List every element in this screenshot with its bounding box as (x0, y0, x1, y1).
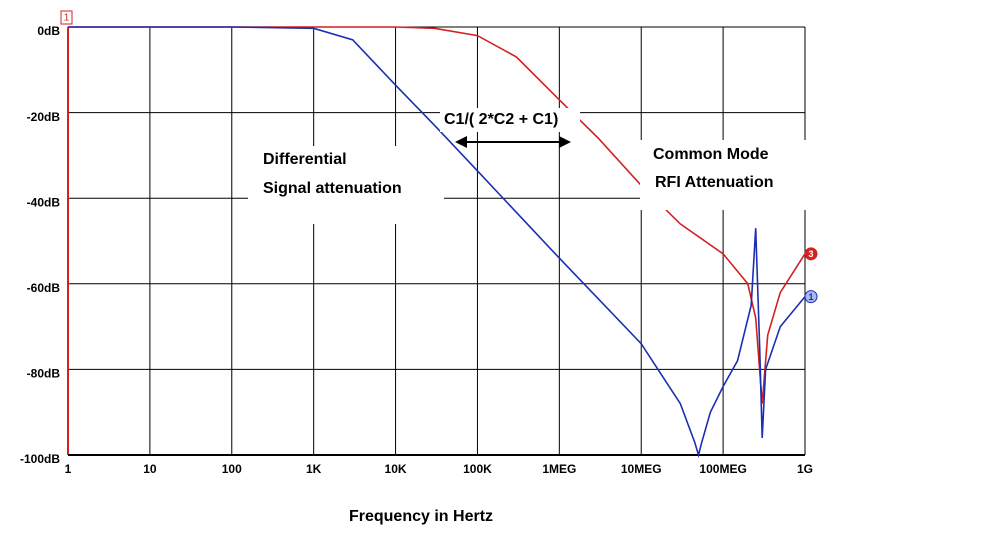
x-tick-label: 1MEG (542, 462, 576, 476)
x-tick-label: 10MEG (621, 462, 662, 476)
annotation-bg (640, 140, 806, 210)
annotation-bg (440, 108, 580, 132)
x-tick-label: 10 (143, 462, 157, 476)
y-tick-label: -20dB (27, 110, 61, 124)
x-tick-label: 100K (463, 462, 492, 476)
x-axis-label: Frequency in Hertz (349, 508, 493, 525)
y-tick-label: -60dB (27, 281, 61, 295)
x-tick-label: 1K (306, 462, 322, 476)
x-tick-label: 1 (65, 462, 72, 476)
y-tick-label: -100dB (20, 452, 60, 466)
lines: 31 (68, 26, 818, 458)
legend-label: 3 (808, 249, 813, 259)
grid: 0dB -20dB -40dB -60dB -80dB -100dB 1 10 100 1K 10K… (20, 24, 813, 476)
start-marker-box (60, 10, 73, 25)
x-tick-label: 100 (222, 462, 242, 476)
y-tick-label: -80dB (27, 367, 61, 381)
annotation: Signal attenuation (263, 180, 402, 197)
series-end-marker (804, 247, 818, 261)
annotation: Differential (263, 151, 347, 168)
annotations: C1/( 2*C2 + C1) Differential Signal atte… (248, 108, 806, 224)
annotation: RFI Attenuation (655, 174, 774, 191)
legend-label: 1 (808, 292, 813, 302)
annotation: Common Mode (653, 146, 769, 163)
x-tick-label: 1G (797, 462, 813, 476)
start-marker: 1 (64, 13, 70, 24)
y-tick-label: -40dB (27, 195, 61, 209)
annotation: C1/( 2*C2 + C1) (444, 111, 558, 128)
x-tick-label: 10K (385, 462, 407, 476)
annotation-bg (248, 146, 444, 224)
series-end-marker (804, 290, 818, 304)
arrow-head (455, 136, 571, 148)
series-line (68, 26, 806, 458)
x-tick-label: 100MEG (699, 462, 746, 476)
y-tick-label: 0dB (37, 24, 60, 38)
